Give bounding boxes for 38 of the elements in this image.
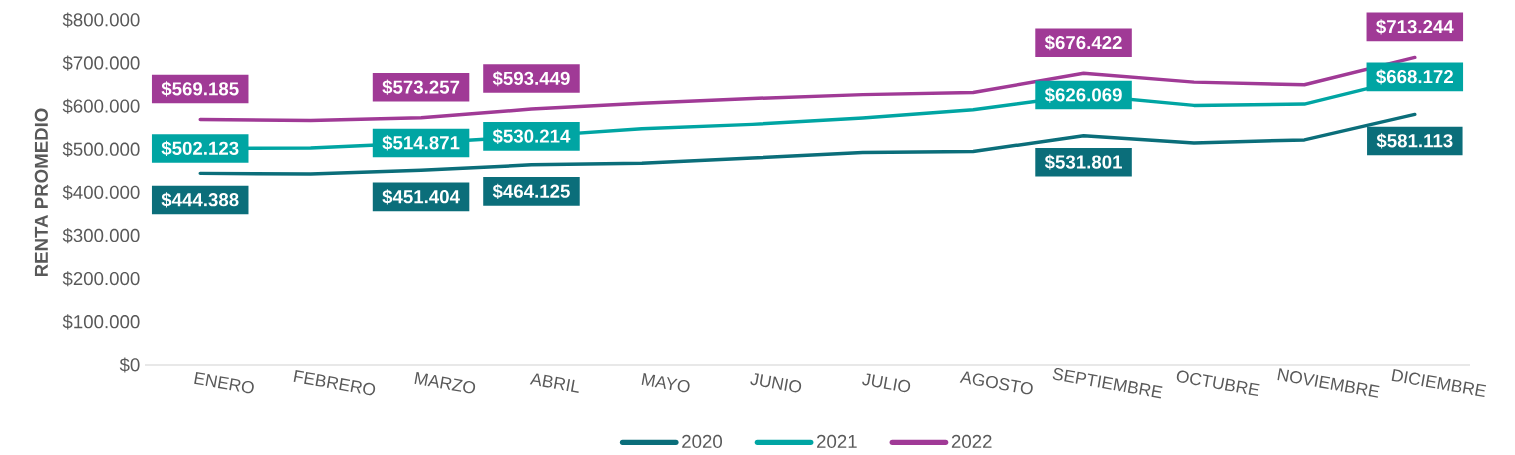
y-tick-label: $400.000 xyxy=(62,184,140,201)
data-label: $569.185 xyxy=(161,81,239,97)
data-label: $502.123 xyxy=(161,140,239,157)
y-tick-label: $300.000 xyxy=(62,228,140,244)
data-label: $530.214 xyxy=(492,128,571,144)
data-label: $573.257 xyxy=(382,79,460,95)
data-label: $626.069 xyxy=(1044,87,1122,103)
y-tick-label: $0 xyxy=(119,357,140,373)
legend-label: 2022 xyxy=(951,434,992,449)
x-tick-label: JULIO xyxy=(862,373,911,393)
x-tick-label: OCTUBRE xyxy=(1176,370,1260,397)
x-tick-label: MAYO xyxy=(641,373,690,393)
y-tick-label: $100.000 xyxy=(62,314,140,330)
y-axis-title: RENTA PROMEDIO xyxy=(34,108,48,277)
data-label: $593.449 xyxy=(492,70,570,87)
y-tick-label: $800.000 xyxy=(62,12,140,28)
data-label: $676.422 xyxy=(1044,35,1122,51)
x-tick-label: AGOSTO xyxy=(959,371,1033,395)
legend-label: 2021 xyxy=(817,434,857,449)
data-label: $444.388 xyxy=(161,192,239,208)
x-tick-label: MARZO xyxy=(414,371,476,394)
x-tick-label: DICIEMBRE xyxy=(1391,368,1487,398)
x-tick-label: ENERO xyxy=(194,371,254,394)
data-label: $668.172 xyxy=(1376,69,1453,85)
x-tick-label: ABRIL xyxy=(529,373,579,393)
legend-label: 2020 xyxy=(682,434,723,449)
data-label: $451.404 xyxy=(382,189,460,205)
data-label: $713.244 xyxy=(1376,19,1454,35)
data-label: $514.871 xyxy=(382,135,460,151)
data-label: $531.801 xyxy=(1044,154,1122,170)
x-tick-label: FEBRERO xyxy=(293,370,376,396)
y-tick-label: $700.000 xyxy=(62,55,140,71)
x-tick-label: JUNIO xyxy=(750,373,802,393)
y-tick-label: $500.000 xyxy=(62,141,140,157)
y-tick-label: $600.000 xyxy=(62,98,140,114)
data-label: $464.125 xyxy=(492,183,570,200)
y-tick-label: $200.000 xyxy=(62,271,140,287)
data-label: $581.113 xyxy=(1376,133,1453,149)
